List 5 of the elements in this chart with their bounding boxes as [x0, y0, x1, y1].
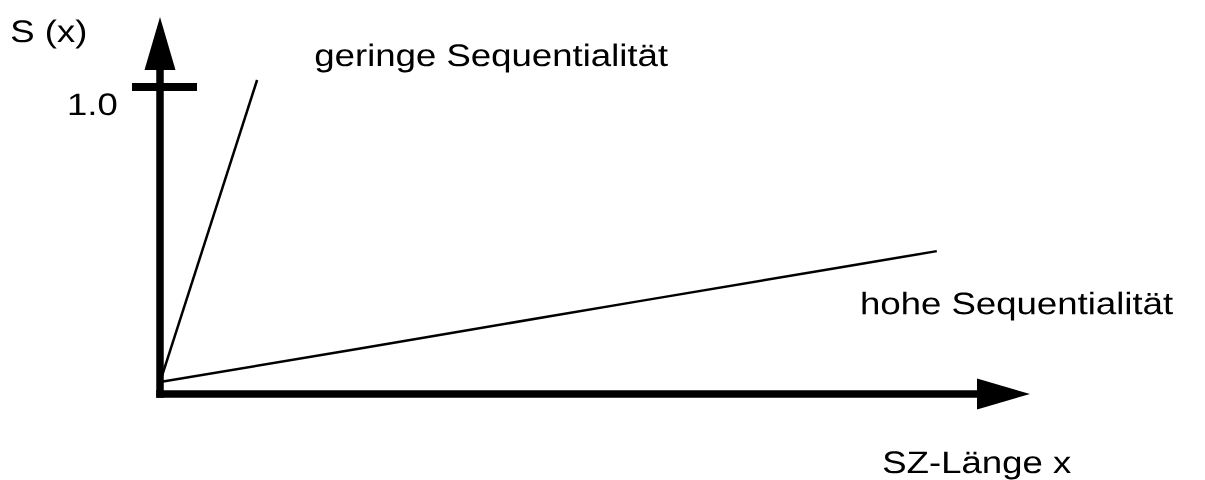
x-axis-title: SZ-Länge x	[883, 451, 1071, 480]
y-axis-title: S (x)	[11, 19, 86, 49]
series-label: hohe Sequentialität	[862, 291, 1173, 321]
series-label: geringe Sequentialität	[315, 43, 668, 73]
text: 1.0	[69, 93, 117, 116]
